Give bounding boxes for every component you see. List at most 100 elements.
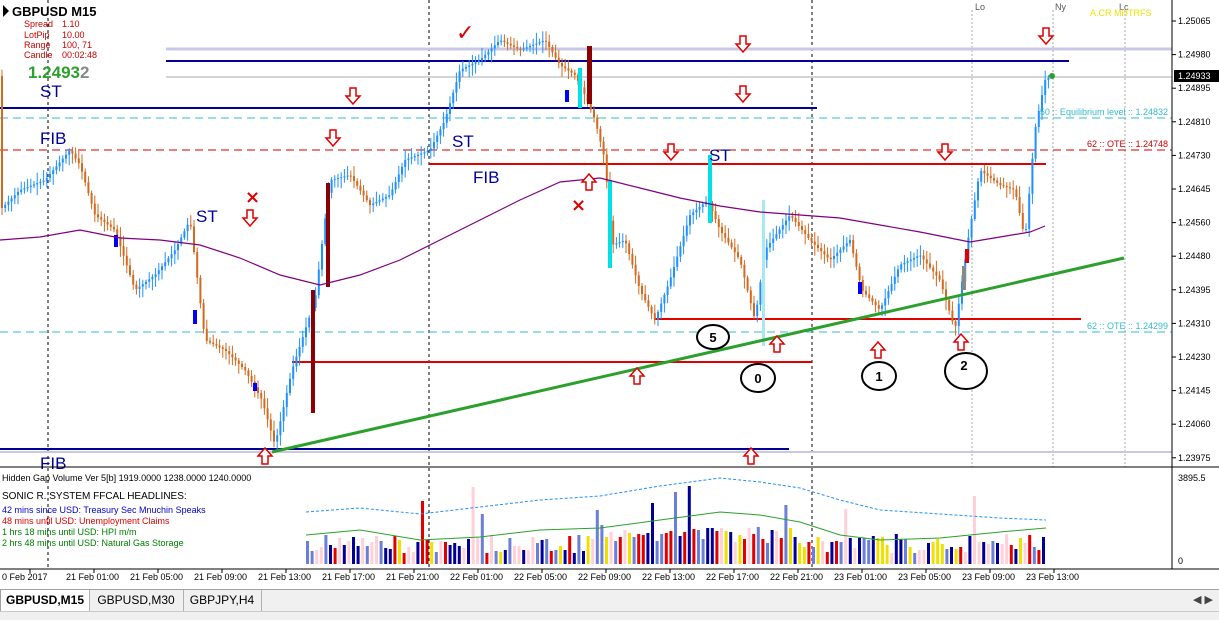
volume-bar <box>637 534 641 564</box>
candle-body <box>189 224 192 227</box>
volume-bar <box>356 546 360 564</box>
tab-gbpusd-m30[interactable]: GBPUSD,M30 <box>89 590 184 611</box>
candle-body <box>692 212 695 215</box>
chart-area[interactable]: × × ✓ ST FIB ST ST FIB ST FIB 50 :: Equi… <box>0 0 1219 589</box>
candle-body <box>970 219 973 238</box>
candle-body <box>858 266 861 280</box>
candle-body <box>237 360 240 364</box>
candle-body <box>407 158 410 160</box>
trend-line[interactable] <box>271 256 1125 454</box>
volume-bar <box>384 548 388 564</box>
chart-menu-triangle-icon[interactable] <box>3 5 9 17</box>
candle-body <box>820 248 823 252</box>
volume-bar <box>628 533 631 564</box>
volume-bar <box>1014 549 1018 564</box>
candle-body <box>935 271 938 276</box>
candle-body <box>365 195 368 201</box>
lotpip-value: 10.00 <box>62 30 85 40</box>
volume-bar <box>494 551 498 564</box>
volume-bar <box>950 547 953 564</box>
candle-body <box>1047 78 1050 80</box>
time-tick-label: 21 Feb 17:00 <box>322 572 375 582</box>
candle-body <box>250 376 253 382</box>
candle-body <box>1012 188 1015 190</box>
candle-body <box>39 181 42 184</box>
candle-body <box>989 175 992 179</box>
current-price-label: 1.24933 <box>1178 71 1211 81</box>
time-tick-label: 21 Feb 05:00 <box>130 572 183 582</box>
candle-body <box>343 176 346 178</box>
volume-bar <box>352 537 355 564</box>
candle-body <box>695 209 698 213</box>
volume-bar <box>936 539 940 564</box>
candle-body <box>897 269 899 277</box>
candle-body <box>180 237 183 244</box>
candle-body <box>909 259 912 262</box>
candle-body <box>1025 229 1027 230</box>
tab-gbpusd-m15[interactable]: GBPUSD,M15 <box>0 590 90 611</box>
volume-bar <box>582 551 585 564</box>
price-tick-label: 1.23975 <box>1178 453 1211 463</box>
candle-body <box>1002 185 1005 187</box>
volume-max-label: 3895.5 <box>1178 473 1206 483</box>
candle-body <box>481 58 483 61</box>
candle-body <box>532 44 535 46</box>
candle-body <box>804 230 807 234</box>
volume-bar <box>692 529 696 564</box>
tab-gbpjpy-h4[interactable]: GBPJPY,H4 <box>183 590 262 611</box>
volume-bar <box>669 531 673 564</box>
tab-scroll-arrows-icon[interactable]: ◀ ▶ <box>1193 594 1213 606</box>
candle-body <box>788 216 791 221</box>
candle-body <box>977 181 979 201</box>
volume-bar <box>876 538 880 564</box>
price-tick-label: 1.24395 <box>1178 285 1211 295</box>
volume-bar <box>959 547 963 564</box>
volume-bar <box>715 531 719 564</box>
candle-body <box>103 219 106 223</box>
candle-body <box>26 186 29 189</box>
cross-marker-icon: × <box>571 195 586 216</box>
candle-body <box>596 117 599 129</box>
volume-bar <box>858 538 861 564</box>
candle-body <box>1005 186 1008 188</box>
candle-body <box>733 247 736 253</box>
candle-body <box>93 203 96 215</box>
candle-body <box>119 236 122 247</box>
candle-body <box>945 289 947 300</box>
price-tick-label: 1.24560 <box>1178 218 1211 228</box>
price-display: 1.24932 <box>28 63 89 82</box>
candle-body <box>561 63 563 67</box>
volume-bar <box>894 534 898 564</box>
candle-body <box>397 174 400 182</box>
candle-body <box>321 244 323 270</box>
candle-body <box>865 290 867 295</box>
candle-body <box>33 184 35 186</box>
volume-bar <box>513 546 516 564</box>
volume-bar <box>770 530 774 564</box>
volume-bar <box>476 537 480 564</box>
volume-bar <box>398 540 401 564</box>
count-label-1: 1 <box>875 369 882 384</box>
time-tick-label: 23 Feb 01:00 <box>834 572 887 582</box>
candle-body <box>781 225 784 230</box>
volume-bar <box>1019 538 1022 564</box>
candle-body <box>625 240 627 244</box>
candle-body <box>679 246 682 257</box>
candle-body <box>922 255 925 260</box>
candle-body <box>903 262 906 265</box>
candle-body <box>273 430 275 442</box>
volume-bar <box>333 548 337 564</box>
volume-bar <box>439 541 443 564</box>
candle-body <box>948 300 951 311</box>
candle-body <box>506 42 509 44</box>
price-tick-label: 1.24810 <box>1178 117 1211 127</box>
volume-bar <box>756 527 760 564</box>
time-tick-label: 0 Feb 2017 <box>2 572 48 582</box>
volume-bar <box>890 553 894 564</box>
volume-bar <box>536 543 539 564</box>
candle-body <box>170 254 173 259</box>
candle-body <box>861 280 864 291</box>
volume-bar <box>1009 545 1013 564</box>
volume-bar <box>885 545 889 564</box>
candle-body <box>196 252 199 278</box>
